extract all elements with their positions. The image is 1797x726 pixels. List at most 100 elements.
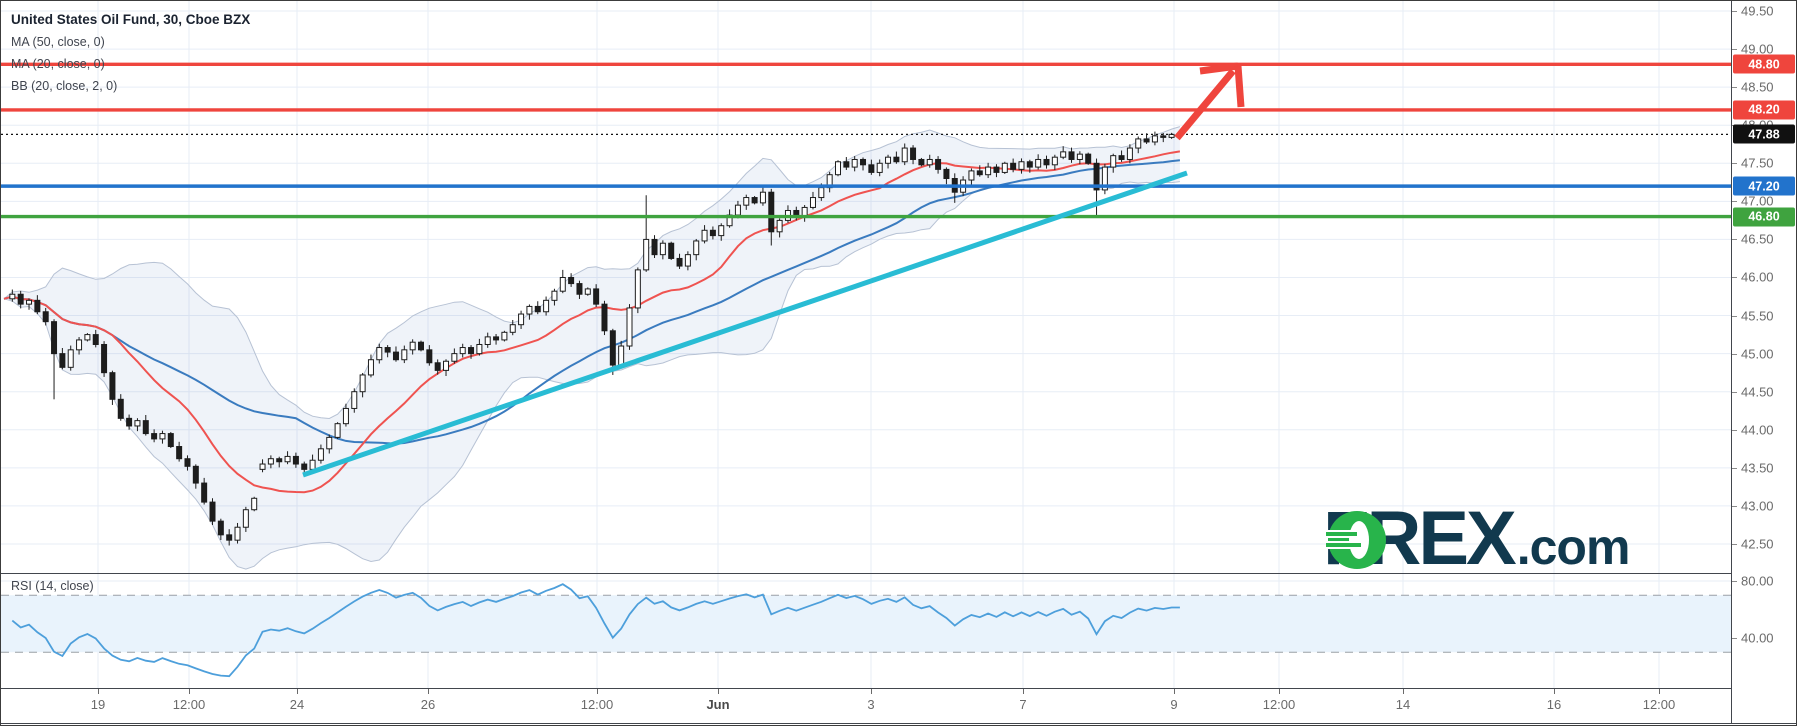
candle-body xyxy=(1026,161,1033,168)
candle-body xyxy=(292,455,299,465)
candle-body xyxy=(284,455,291,463)
candle-body xyxy=(776,219,783,233)
trend-arrow-barb[interactable] xyxy=(1234,65,1245,108)
price-pane-canvas[interactable] xyxy=(1,1,1731,573)
candle-body xyxy=(317,448,324,461)
symbol-title: United States Oil Fund, 30, Cboe BZX xyxy=(11,12,251,27)
candle-body xyxy=(626,307,633,347)
candle-body xyxy=(1160,135,1167,138)
ma20-line xyxy=(3,150,1181,494)
candle-body xyxy=(384,347,391,353)
candle-body xyxy=(1143,138,1150,143)
price-badge-resistance: 48.80 xyxy=(1733,54,1795,74)
time-axis-tick xyxy=(1554,688,1555,694)
pane-divider[interactable] xyxy=(1,573,1731,574)
price-axis-tick xyxy=(1732,391,1737,393)
candle-body xyxy=(276,458,283,463)
price-axis-label: 43.50 xyxy=(1741,460,1774,476)
candle-body xyxy=(718,225,725,237)
price-axis[interactable]: 49.5049.0048.5048.0047.5047.0046.5046.00… xyxy=(1732,1,1796,688)
price-axis-label: 44.00 xyxy=(1741,422,1774,438)
ma50-line xyxy=(3,159,1180,445)
time-axis[interactable]: 19 12:00 24 26 12:00 Jun 3 7 9 12:00 14 16 12:00 xyxy=(1,688,1796,723)
legend: United States Oil Fund, 30, Cboe BZX MA … xyxy=(11,9,250,97)
candle-body xyxy=(167,433,174,448)
candle-body xyxy=(259,463,266,470)
legend-indicator-ma50[interactable]: MA (50, close, 0) xyxy=(11,35,105,49)
candle-body xyxy=(134,420,141,427)
candle-body xyxy=(559,276,566,292)
price-axis-tick xyxy=(1732,429,1737,431)
bollinger-upper-line xyxy=(3,126,1181,420)
candle-body xyxy=(759,191,766,204)
candle-body xyxy=(1118,155,1125,160)
trend-arrow-barb[interactable] xyxy=(1199,62,1239,75)
price-axis-tick xyxy=(1732,163,1737,165)
bollinger-lower-line xyxy=(3,181,1180,570)
candle-body xyxy=(851,158,858,168)
rsi-pane-canvas[interactable] xyxy=(1,573,1731,688)
time-axis-label: Jun xyxy=(706,697,730,712)
trend-arrow-shaft[interactable] xyxy=(1174,68,1236,141)
time-axis-label: 24 xyxy=(289,697,305,712)
candle-body xyxy=(418,341,424,351)
time-axis-label: 19 xyxy=(90,697,106,712)
candle-body xyxy=(209,501,216,522)
candle-body xyxy=(618,345,625,366)
price-axis-tick xyxy=(1732,11,1737,12)
candle-body xyxy=(434,362,441,371)
time-axis-label: 16 xyxy=(1546,697,1562,712)
price-axis-tick xyxy=(1732,239,1737,241)
price-axis-label: 47.50 xyxy=(1741,155,1774,171)
candle-body xyxy=(351,391,358,409)
candle-body xyxy=(476,343,483,355)
candle-body xyxy=(301,463,308,470)
candle-body xyxy=(893,156,900,163)
candle-body xyxy=(609,330,616,366)
candle-body xyxy=(392,351,399,361)
candle-body xyxy=(1043,158,1050,166)
candle-body xyxy=(9,293,16,300)
candle-body xyxy=(42,311,49,323)
candle-body xyxy=(1085,153,1092,164)
time-axis-border-top xyxy=(1,688,1731,689)
legend-indicator-bb[interactable]: BB (20, close, 2, 0) xyxy=(11,79,118,93)
candle-body xyxy=(59,353,66,368)
price-axis-label: 46.00 xyxy=(1741,269,1774,285)
candle-body xyxy=(101,343,108,374)
time-axis-tick xyxy=(1659,688,1660,694)
candle-body xyxy=(92,334,99,345)
rsi-line xyxy=(11,583,1180,678)
candle-body xyxy=(109,372,116,400)
candle-body xyxy=(26,299,33,305)
candle-body xyxy=(17,293,24,305)
trend-arrow[interactable] xyxy=(1174,62,1245,141)
support-trendline[interactable] xyxy=(302,170,1188,478)
rsi-indicator-label[interactable]: RSI (14, close) xyxy=(11,579,94,593)
candle-body xyxy=(1018,161,1025,170)
candle-body xyxy=(1135,138,1142,149)
candle-body xyxy=(576,283,583,295)
time-axis-label: 26 xyxy=(420,697,436,712)
price-axis-label: 45.00 xyxy=(1741,346,1774,362)
candle-body xyxy=(643,238,650,271)
time-axis-tick xyxy=(189,688,190,694)
candle-body xyxy=(926,158,933,166)
candle-body xyxy=(51,321,58,355)
price-axis-label: 43.00 xyxy=(1741,498,1774,514)
candle-body xyxy=(701,229,708,242)
candle-body xyxy=(1035,158,1042,168)
candle-body xyxy=(593,288,600,305)
forex-logo: F REX .com xyxy=(1323,501,1630,577)
candle-body xyxy=(684,254,691,267)
legend-indicator-ma20[interactable]: MA (20, close, 0) xyxy=(11,57,105,71)
candle-body xyxy=(1093,162,1100,191)
time-axis-label: 14 xyxy=(1395,697,1411,712)
candle-body xyxy=(176,446,183,460)
candle-body xyxy=(184,458,191,467)
time-axis-label: 7 xyxy=(1019,697,1027,712)
candle-body xyxy=(409,341,416,351)
rsi-axis-label: 40.00 xyxy=(1741,630,1774,646)
candle-body xyxy=(843,161,850,168)
